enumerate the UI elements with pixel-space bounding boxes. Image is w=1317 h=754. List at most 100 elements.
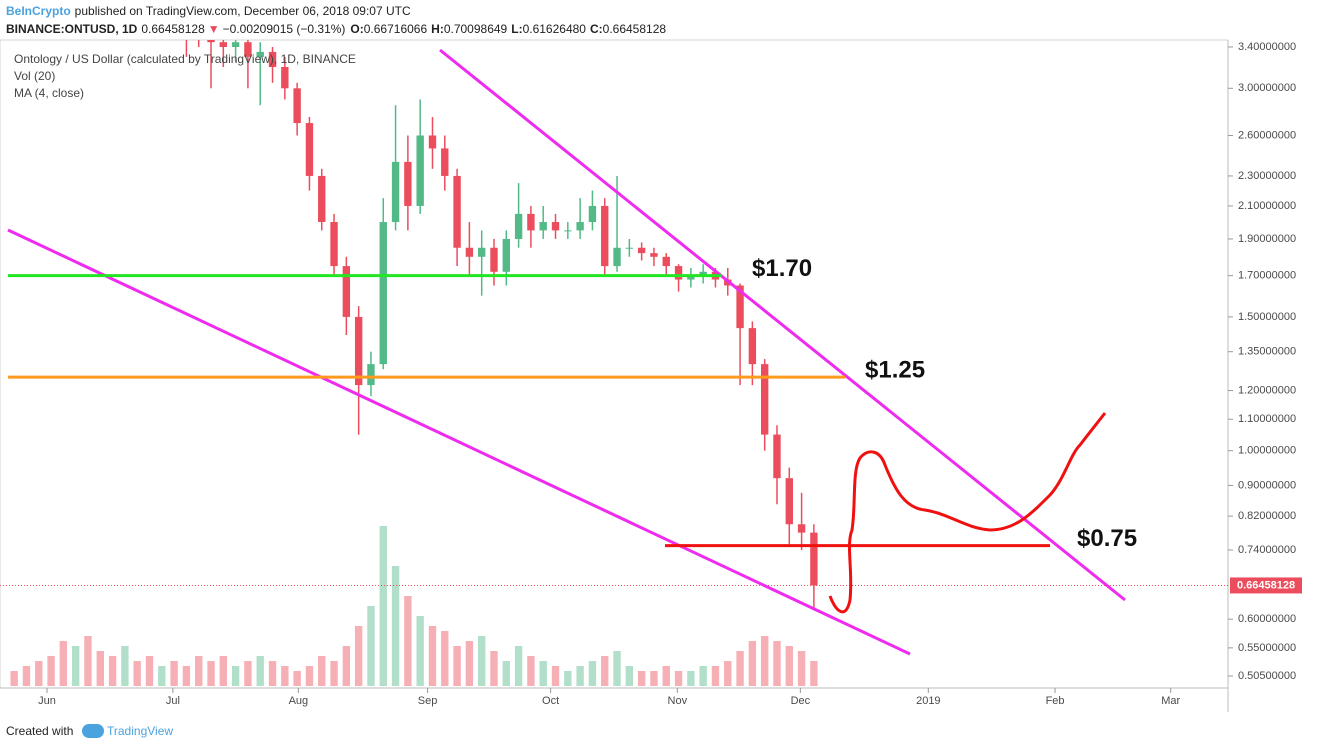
candle-body [293,88,301,124]
volume-bar [59,641,68,686]
volume-bar [10,671,18,686]
y-tick-label: 3.40000000 [1238,41,1296,53]
y-tick-label: 2.60000000 [1238,129,1296,141]
o: 0.66716066 [364,22,428,36]
volume-bar [613,651,621,686]
drawings [7,48,1126,656]
y-tick-label: 1.00000000 [1238,445,1296,457]
volume-bar [133,661,141,686]
candle-body [342,266,351,317]
candle-body [244,42,252,57]
volume-bar [318,656,326,686]
volume-bar [158,666,166,686]
volume-bar [96,651,104,686]
candle-body [231,42,240,48]
candle-body [760,364,769,435]
candle-body [576,222,584,231]
candle-body [527,213,535,231]
volume-bar [601,656,609,686]
candle-body [465,247,474,257]
volume-bar [354,626,363,686]
y-tick-label: 0.82000000 [1238,510,1296,522]
y-tick-label: 2.10000000 [1238,200,1296,212]
volume-bar [207,661,215,686]
candle-body [305,123,314,176]
candle-body [391,161,400,223]
volume-bar [736,651,744,686]
volume-bar [478,636,486,686]
y-tick-label: 1.90000000 [1238,233,1296,245]
candle-body [588,205,597,223]
y-tick-label: 1.35000000 [1238,346,1296,358]
price: 0.66458128 [141,22,205,36]
arrow: ▼ [208,22,220,36]
level-label: $0.75 [1077,525,1137,552]
volume-bar [662,666,670,686]
candle-body [256,51,264,57]
volume-bar [490,651,498,686]
l-key: L: [511,22,522,36]
candle-body [674,266,683,280]
candle-body [785,478,793,525]
candle-body [379,222,387,365]
volume-bar [564,671,572,686]
volume-bar [453,646,461,686]
volume-bar [416,616,424,686]
candle-body [650,253,658,257]
x-tick-label: Dec [791,695,811,707]
h: 0.70098649 [444,22,508,36]
volume-bar [342,646,351,686]
x-tick-label: Nov [668,695,688,707]
lower-trendline [7,228,911,656]
candle-body [514,213,523,239]
c: 0.66458128 [603,22,667,36]
volume-bar [293,671,301,686]
volume-bar [35,661,43,686]
candle-body [354,316,363,386]
x-tick-label: Feb [1046,695,1065,707]
x-tick-label: Jun [38,695,56,707]
candle-body [539,222,547,231]
candle-body [662,256,670,267]
candle-body [219,42,228,48]
x-tick-label: Mar [1161,695,1180,707]
logo [82,724,104,738]
volume-bar [219,656,228,686]
candle-body [625,247,634,249]
candle-body [601,205,609,267]
level-label: $1.25 [865,356,925,383]
candle-body [490,247,498,272]
y-tick-label: 3.00000000 [1238,82,1296,94]
footer-brand: TradingView [107,724,173,738]
volume-bar [797,651,806,686]
volume-bar [170,661,178,686]
chart-title: Ontology / US Dollar (calculated by Trad… [14,52,356,66]
candle-body [281,67,289,89]
forecast-curve [828,412,1107,614]
change: −0.00209015 (−0.31%) [223,22,346,36]
candle-body [810,532,818,586]
indicator-label: Vol (20) [14,69,55,83]
volume-bar [71,646,80,686]
marks [0,40,1228,686]
volume-bar [551,666,560,686]
upper-trendline [439,48,1126,602]
candle-body [564,230,572,232]
x-tick-label: 2019 [916,695,940,707]
candle-body [748,328,757,365]
y-tick-label: 0.50500000 [1238,670,1296,682]
volume-bar [244,661,252,686]
symbol-line: BINANCE:ONTUSD, 1D 0.66458128 ▼ −0.00209015… [6,22,666,36]
candle-body [687,275,695,280]
x-tick-label: Aug [289,695,309,707]
volume-bar [637,671,646,686]
o-key: O: [350,22,363,36]
candle-body [330,222,338,267]
volume-bar [773,641,781,686]
symbol: BINANCE:ONTUSD, 1D [6,22,138,36]
volume-bar [588,661,597,686]
candle-body [613,247,621,267]
y-tick-label: 1.10000000 [1238,413,1296,425]
x-tick-label: Sep [418,695,438,707]
candle-body [453,175,461,248]
